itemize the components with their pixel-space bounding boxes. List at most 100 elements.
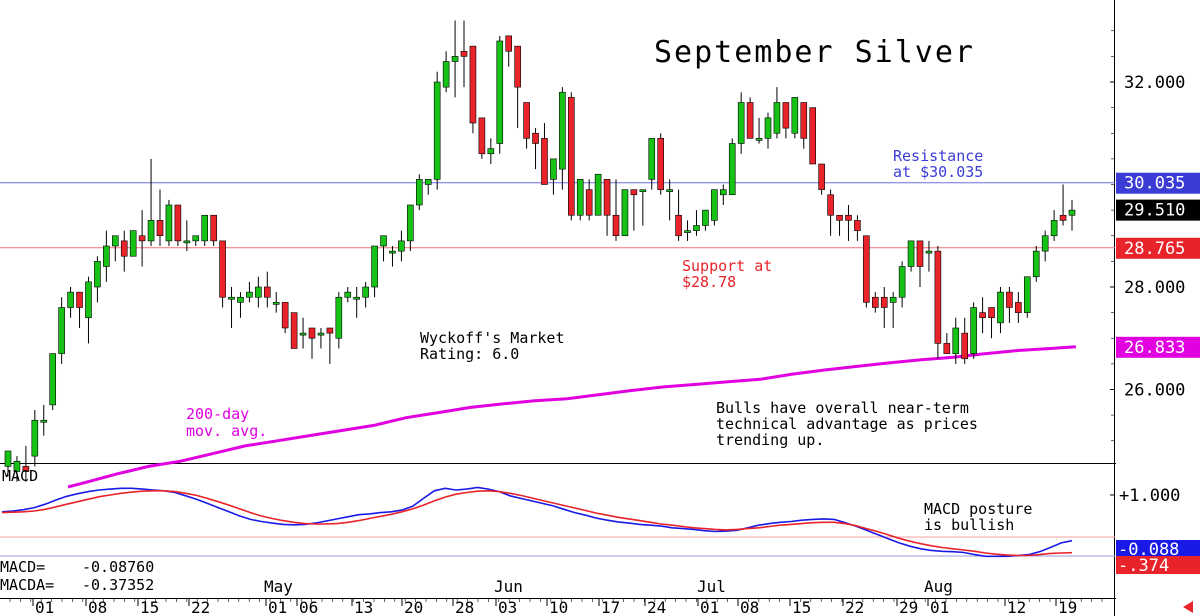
candle [818, 163, 825, 195]
candle-body-down [863, 235, 870, 303]
candle [952, 317, 960, 364]
ma200-series [67, 345, 1076, 489]
candle [58, 297, 65, 364]
month-label: Jul [697, 577, 726, 596]
candle [657, 133, 665, 195]
candle [147, 158, 155, 246]
candle [138, 210, 146, 267]
day-label: 15 [792, 598, 811, 616]
candle-body-down [219, 240, 226, 298]
candle [478, 117, 486, 159]
candle-body-down [541, 138, 548, 185]
candle-body-down [210, 214, 217, 242]
candle-body-up [791, 97, 799, 134]
scroll-left-arrow-icon[interactable] [1183, 601, 1193, 613]
candle-body-up [487, 148, 495, 155]
candle [129, 230, 137, 257]
bulls-note-3: trending up. [716, 431, 824, 449]
candle-body-up [773, 102, 781, 134]
candle [389, 246, 396, 267]
candle-body-up [666, 189, 673, 192]
support-note-1: Support at [682, 257, 772, 275]
candle-body-up [183, 240, 191, 244]
candle [603, 179, 611, 236]
candle [255, 276, 262, 308]
candle [219, 240, 226, 308]
candle-body-down [827, 194, 834, 216]
candle [863, 235, 870, 308]
candle-body-up [737, 102, 745, 144]
month-label: May [264, 577, 293, 596]
candle [156, 189, 164, 246]
candle-body-down [505, 35, 513, 52]
macd-panel-title: MACD [2, 467, 38, 485]
day-label: 13 [354, 598, 373, 616]
candle [943, 333, 951, 354]
candle [407, 204, 414, 252]
candle-body-down [612, 214, 620, 237]
candle [67, 287, 74, 318]
candle [702, 209, 709, 231]
macd-series [1, 486, 1073, 558]
candle-body-up [389, 250, 396, 254]
candle-body-up [925, 250, 933, 254]
ma200-line [67, 345, 1076, 489]
candle-body-down [120, 240, 128, 257]
candle-body-up [764, 117, 772, 139]
candle [424, 179, 432, 195]
candle-body-up [272, 302, 280, 305]
candle-body-up [165, 204, 173, 242]
candle [335, 292, 343, 349]
candle-body-up [728, 143, 736, 196]
candle-body-up [362, 286, 369, 298]
day-label: 28 [455, 598, 474, 616]
candle [246, 281, 253, 303]
candle-body-down [746, 102, 754, 139]
candle-body-up [442, 61, 450, 88]
ma-note-1: 200-day [186, 405, 249, 423]
day-label: 01 [268, 598, 287, 616]
candle-body-up [129, 230, 137, 257]
candle-body-down [988, 307, 995, 319]
candle [728, 138, 736, 196]
resistance-level-box [1116, 172, 1200, 194]
candle-body-up [1023, 276, 1031, 313]
day-label: 08 [88, 598, 107, 616]
candle-body-up [192, 235, 200, 242]
price-tick-label: 32.000 [1124, 73, 1185, 93]
candle [594, 173, 602, 216]
candle-body-up [299, 332, 307, 336]
ma200-level-box [1116, 336, 1200, 358]
candle [433, 71, 441, 190]
candle-body-down [460, 50, 468, 57]
day-label: 10 [549, 598, 568, 616]
candle [711, 189, 718, 226]
candle-body-down [854, 220, 861, 231]
candle [576, 179, 584, 221]
day-label: 01 [930, 598, 949, 616]
candle-body-up [496, 40, 504, 144]
candle [165, 199, 173, 246]
candle-body-up [13, 460, 21, 472]
candle-body-down [1059, 214, 1067, 221]
candle-body-up [1032, 250, 1040, 278]
candle-body-up [997, 291, 1004, 324]
candle-body-up [380, 235, 387, 247]
candle-body-down [567, 97, 575, 216]
candle-body-up [237, 296, 244, 303]
candle [639, 189, 647, 226]
candle-body-up [255, 286, 262, 298]
candle-body-up [31, 419, 39, 457]
candle-body-down [263, 286, 271, 298]
candle [880, 287, 888, 328]
candle-body-up [40, 419, 48, 423]
candle-body-up [424, 179, 432, 185]
candle-body-down [308, 327, 316, 339]
candle [40, 404, 48, 436]
day-label: 01 [35, 598, 54, 616]
candle-body-up [335, 296, 343, 339]
candle-body-down [943, 343, 951, 354]
month-label: Jun [494, 577, 523, 596]
candle [693, 210, 700, 236]
candle-body-up [576, 179, 584, 216]
